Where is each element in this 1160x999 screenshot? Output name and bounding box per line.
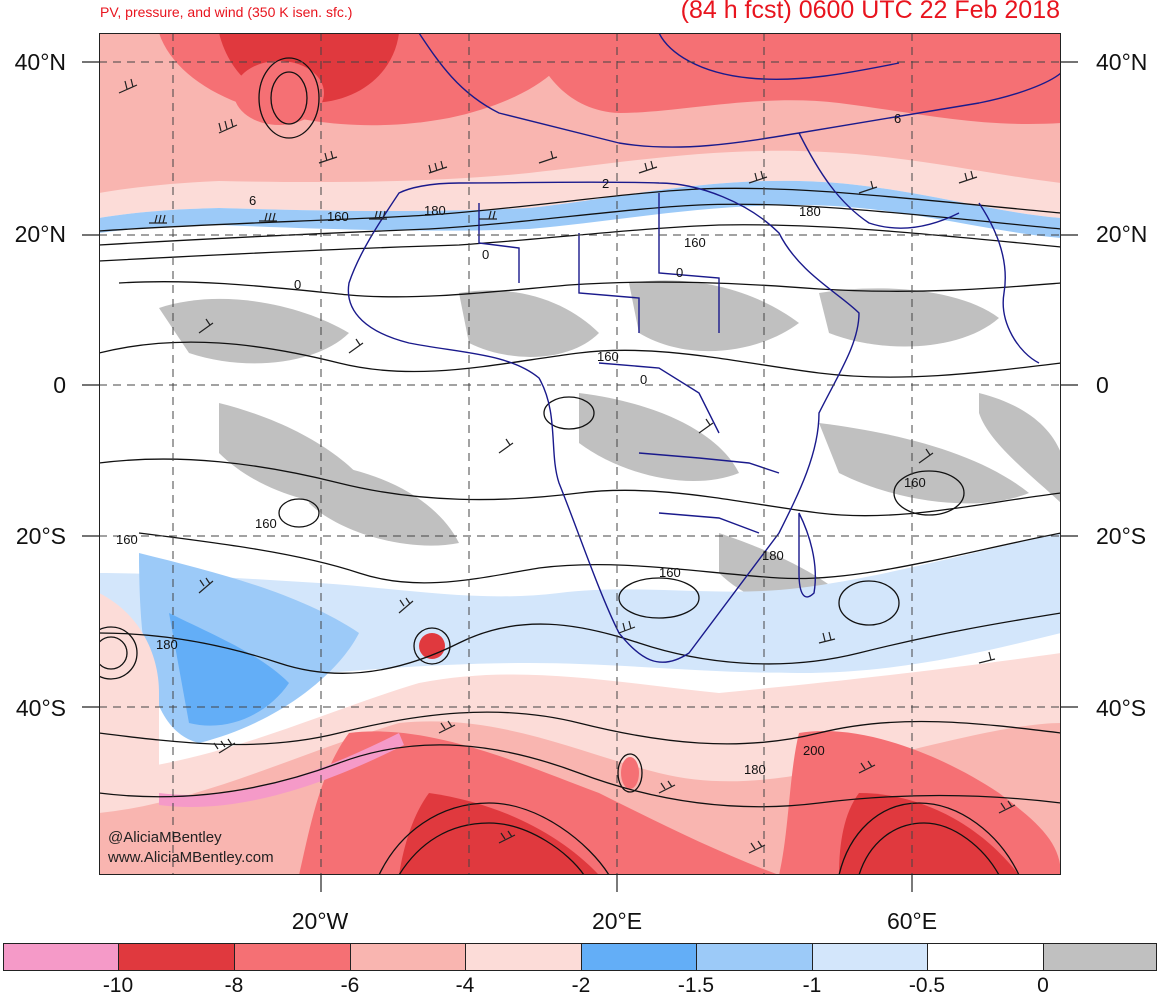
- contour-label: 6: [894, 111, 901, 126]
- contour-label: 160: [904, 475, 926, 490]
- south-pv-core: [399, 793, 599, 875]
- contour-label: 0: [676, 265, 683, 280]
- colorbar-swatch: [927, 943, 1044, 971]
- lat-label-eq-right: 0: [1096, 372, 1109, 398]
- colorbar-swatch: [812, 943, 928, 971]
- pressure-contours: [99, 57, 1061, 875]
- lat-label-eq-left: 0: [53, 372, 66, 398]
- south-pink-strip: [159, 733, 404, 807]
- north-pv-core-2: [234, 61, 324, 125]
- contour-label: 160: [597, 349, 619, 364]
- map-frame: [99, 33, 1061, 875]
- colorbar-swatch: [118, 943, 235, 971]
- wind-barbs: [118, 78, 1016, 854]
- colorbar-swatch: [465, 943, 582, 971]
- contour-label: 2: [602, 176, 609, 191]
- lon-label-20w: 20°W: [291, 908, 349, 934]
- colorbar-swatch: [1043, 943, 1157, 971]
- map-subtitle: PV, pressure, and wind (350 K isen. sfc.…: [100, 4, 353, 20]
- contour-label: 180: [762, 548, 784, 563]
- colorbar-swatch: [696, 943, 813, 971]
- colorbar-label: -4: [455, 974, 475, 997]
- contour-label: 160: [659, 565, 681, 580]
- contour-labels: 6 6 2 160 180 180 160 0 0 0 160 0 160 16…: [116, 111, 926, 777]
- colorbar-swatch: [234, 943, 351, 971]
- colorbar-label: -6: [340, 974, 360, 997]
- colorbar-label: -8: [224, 974, 244, 997]
- cutoff-low-2: [621, 757, 639, 789]
- colorbar-swatch: [350, 943, 466, 971]
- lat-label-20s-left: 20°S: [15, 523, 66, 549]
- contour-label: 6: [249, 193, 256, 208]
- south-blue-strong: [169, 613, 289, 726]
- colorbar-label: -2: [571, 974, 591, 997]
- colorbar-swatch: [581, 943, 697, 971]
- lat-label-40n-left: 40°N: [14, 49, 66, 75]
- contour-label: 160: [255, 516, 277, 531]
- lon-label-20e: 20°E: [591, 908, 643, 934]
- colorbar-label: -10: [102, 974, 134, 997]
- north-blue-edge: [99, 180, 1061, 238]
- contour-label: 180: [744, 762, 766, 777]
- contour-label: 200: [803, 743, 825, 758]
- contour-label: 0: [294, 277, 301, 292]
- contour-label: 180: [799, 204, 821, 219]
- south-pv-core-e: [839, 793, 1019, 875]
- colorbar-label: 0: [1037, 974, 1049, 997]
- colorbar-label: -1: [802, 974, 822, 997]
- graticule: [99, 33, 1061, 875]
- contour-label: 160: [684, 235, 706, 250]
- lon-label-60e: 60°E: [886, 908, 938, 934]
- lat-label-40s-right: 40°S: [1096, 695, 1147, 721]
- map-title: (84 h fcst) 0600 UTC 22 Feb 2018: [680, 0, 1060, 24]
- contour-label: 0: [482, 247, 489, 262]
- lat-label-20n-right: 20°N: [1096, 221, 1148, 247]
- coastlines: [347, 33, 1061, 663]
- lat-label-40n-right: 40°N: [1096, 49, 1148, 75]
- watermark-url: www.AliciaMBentley.com: [108, 849, 274, 866]
- pv-map: 6 6 2 160 180 180 160 0 0 0 160 0 160 16…: [99, 33, 1061, 875]
- contour-label: 160: [327, 209, 349, 224]
- lat-label-20n-left: 20°N: [14, 221, 66, 247]
- lat-label-20s-right: 20°S: [1096, 523, 1147, 549]
- grey-shading: [159, 280, 1061, 616]
- colorbar-label: -0.5: [908, 974, 946, 997]
- watermark-handle: @AliciaMBentley: [108, 829, 222, 846]
- lat-label-40s-left: 40°S: [15, 695, 66, 721]
- contour-label: 160: [116, 532, 138, 547]
- colorbar-label: -1.5: [677, 974, 715, 997]
- contour-label: 180: [156, 637, 178, 652]
- contour-label: 0: [640, 372, 647, 387]
- colorbar-swatch: [3, 943, 119, 971]
- contour-label: 180: [424, 203, 446, 218]
